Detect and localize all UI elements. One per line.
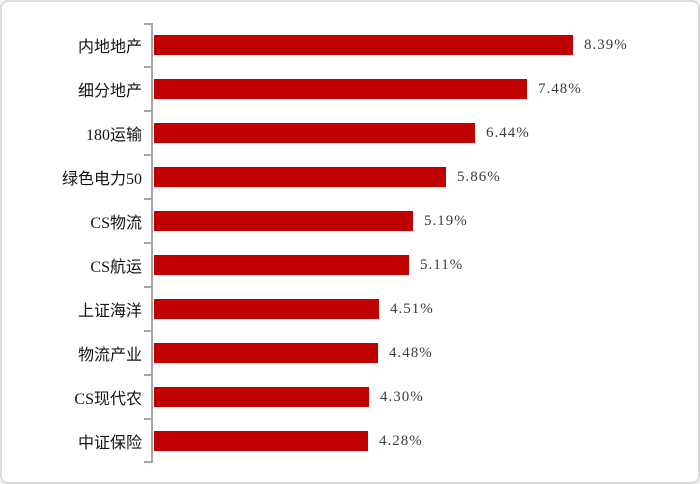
axis-tick: [144, 286, 151, 288]
bar: [154, 35, 573, 55]
bar: [154, 299, 379, 319]
value-label: 4.51%: [390, 300, 434, 317]
value-label: 8.39%: [584, 36, 628, 53]
bar: [154, 387, 369, 407]
bar-track: 7.48%: [152, 79, 698, 99]
axis-tick: [144, 198, 151, 200]
value-label: 6.44%: [486, 124, 530, 141]
bar-row: 细分地产 7.48%: [2, 67, 698, 111]
category-label: 180运输: [85, 127, 142, 144]
bar-row: 上证海洋 4.51%: [2, 287, 698, 331]
axis-tick: [144, 23, 151, 25]
axis-tick: [144, 110, 151, 112]
axis-tick: [144, 461, 151, 463]
axis-tick: [144, 66, 151, 68]
category-label: 中证保险: [77, 435, 142, 452]
bar: [154, 343, 378, 363]
value-label: 4.28%: [379, 432, 423, 449]
bar-track: 5.19%: [152, 211, 698, 231]
category-label: CS航运: [90, 259, 142, 276]
value-label: 5.86%: [457, 168, 501, 185]
bar: [154, 211, 413, 231]
category-label: 绿色电力50: [61, 171, 142, 188]
value-label: 5.11%: [420, 256, 464, 273]
axis-tick: [144, 374, 151, 376]
category-label: CS现代农: [74, 391, 142, 408]
axis-tick: [144, 330, 151, 332]
bar-track: 4.51%: [152, 299, 698, 319]
bar-track: 5.11%: [152, 255, 698, 275]
bar-row: 中证保险 4.28%: [2, 419, 698, 463]
bar-track: 4.48%: [152, 343, 698, 363]
category-label: 上证海洋: [77, 303, 142, 320]
bar: [154, 255, 409, 275]
category-label: 内地地产: [77, 39, 142, 56]
bar-row: 物流产业 4.48%: [2, 331, 698, 375]
value-label: 5.19%: [424, 212, 468, 229]
bar-track: 5.86%: [152, 167, 698, 187]
bar-row: CS航运 5.11%: [2, 243, 698, 287]
bar-row: CS现代农 4.30%: [2, 375, 698, 419]
axis-tick: [144, 242, 151, 244]
bar-track: 8.39%: [152, 35, 698, 55]
value-label: 7.48%: [538, 80, 582, 97]
bar-rows: 内地地产 8.39% 细分地产 7.48% 180运输 6.44% 绿色电力50…: [2, 23, 698, 463]
bar: [154, 431, 368, 451]
category-label: CS物流: [90, 215, 142, 232]
bar-row: 绿色电力50 5.86%: [2, 155, 698, 199]
bar-track: 4.28%: [152, 431, 698, 451]
bar: [154, 123, 475, 143]
category-label: 细分地产: [77, 83, 142, 100]
bar: [154, 167, 446, 187]
bar-row: 内地地产 8.39%: [2, 23, 698, 67]
bar: [154, 79, 527, 99]
category-label: 物流产业: [77, 347, 142, 364]
bar-track: 6.44%: [152, 123, 698, 143]
bar-track: 4.30%: [152, 387, 698, 407]
value-label: 4.48%: [389, 344, 433, 361]
axis-tick: [144, 418, 151, 420]
y-axis-line: [151, 23, 153, 463]
axis-tick: [144, 154, 151, 156]
bar-row: 180运输 6.44%: [2, 111, 698, 155]
bar-row: CS物流 5.19%: [2, 199, 698, 243]
bar-chart: 内地地产 8.39% 细分地产 7.48% 180运输 6.44% 绿色电力50…: [2, 23, 698, 463]
value-label: 4.30%: [380, 388, 424, 405]
